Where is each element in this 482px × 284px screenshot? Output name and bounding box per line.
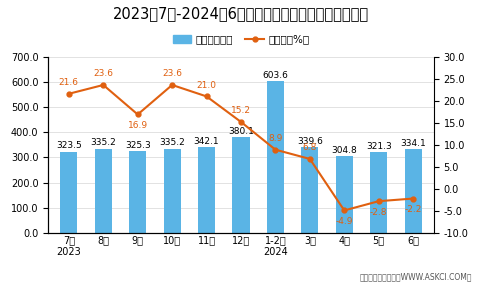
Bar [163,149,181,233]
Text: 6.8: 6.8 [303,143,317,152]
Bar [60,151,78,233]
Bar [404,149,422,233]
Bar [335,156,353,233]
Text: -2.8: -2.8 [370,208,388,217]
Text: 15.2: 15.2 [231,106,251,115]
Bar [267,81,284,233]
Text: 335.2: 335.2 [91,138,116,147]
Text: 16.9: 16.9 [128,121,148,130]
Bar [129,151,147,233]
Text: -2.2: -2.2 [404,205,422,214]
Bar [232,137,250,233]
Text: 339.6: 339.6 [297,137,323,146]
Text: 304.8: 304.8 [332,146,357,155]
Legend: 产量（万吨）, 增长率（%）: 产量（万吨）, 增长率（%） [168,30,314,49]
Text: 321.3: 321.3 [366,142,391,151]
Bar [301,147,319,233]
Text: -4.9: -4.9 [335,217,353,226]
Text: 323.5: 323.5 [56,141,82,150]
Text: 380.1: 380.1 [228,127,254,136]
Text: 335.2: 335.2 [159,138,185,147]
Text: 2023年7月-2024年6月全国鲜、冷藏肉产量及增长情况: 2023年7月-2024年6月全国鲜、冷藏肉产量及增长情况 [113,6,369,21]
Text: 制图：中商情报网（WWW.ASKCI.COM）: 制图：中商情报网（WWW.ASKCI.COM） [360,272,472,281]
Text: 23.6: 23.6 [94,69,113,78]
Text: 21.6: 21.6 [59,78,79,87]
Text: 325.3: 325.3 [125,141,150,150]
Text: 21.0: 21.0 [197,81,216,90]
Bar [370,152,388,233]
Bar [94,149,112,233]
Text: 23.6: 23.6 [162,69,182,78]
Bar [198,147,215,233]
Text: 8.9: 8.9 [268,134,282,143]
Text: 603.6: 603.6 [263,71,288,80]
Text: 334.1: 334.1 [400,139,426,148]
Text: 342.1: 342.1 [194,137,219,146]
